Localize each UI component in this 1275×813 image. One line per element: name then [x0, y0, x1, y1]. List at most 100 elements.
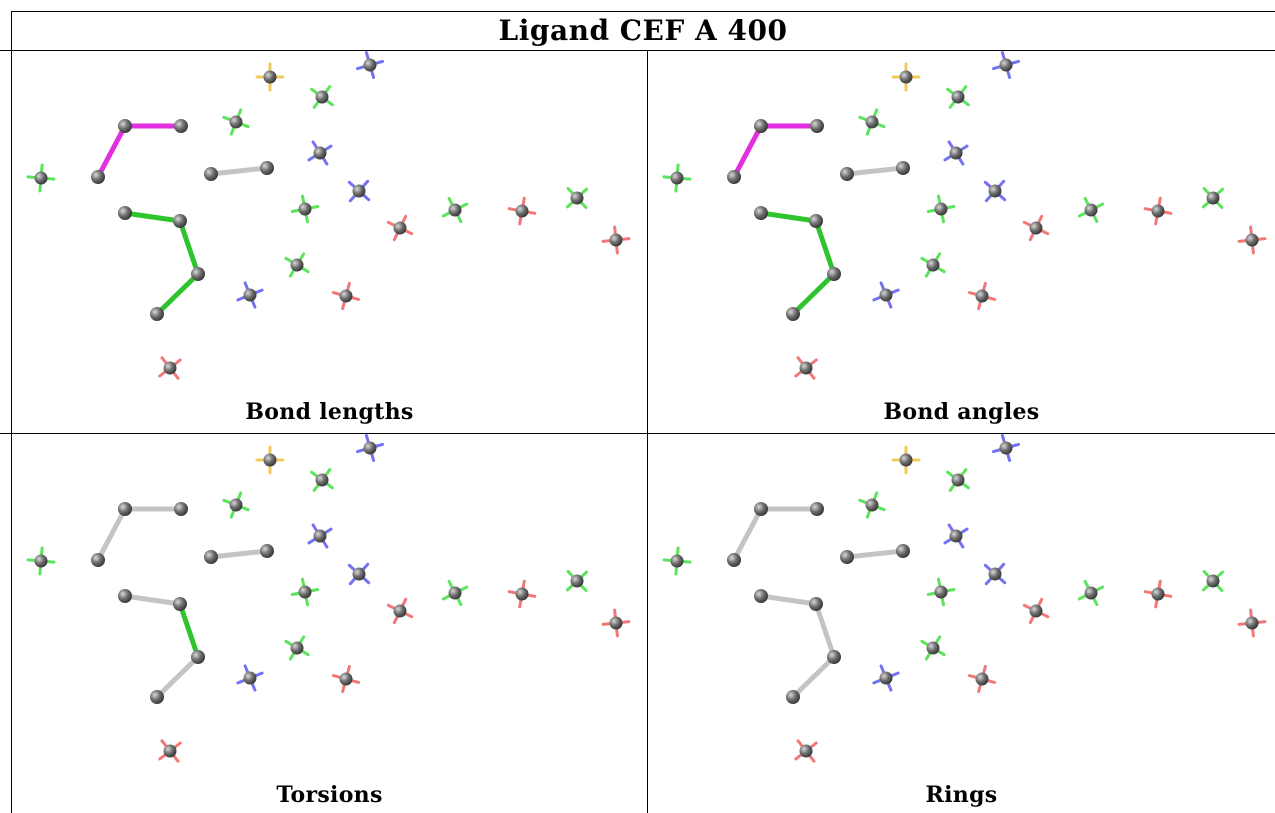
atom-marker: [943, 140, 969, 166]
atom-marker: [310, 468, 334, 492]
atom-marker: [347, 179, 371, 203]
atom-marker: [1143, 196, 1173, 226]
atom-a5: [896, 544, 910, 558]
atom-marker: [946, 468, 970, 492]
atom-a7: [809, 214, 823, 228]
molecule-view: [662, 51, 1267, 380]
atom-marker: [926, 577, 956, 607]
atom-a9: [786, 307, 800, 321]
atom-a7: [173, 597, 187, 611]
atom-marker: [662, 546, 692, 576]
atom-a9: [150, 307, 164, 321]
atom-marker: [222, 108, 250, 136]
atom-a3: [91, 553, 105, 567]
atom-a6: [754, 206, 768, 220]
atom-marker: [1022, 597, 1050, 625]
top-border: [11, 11, 1275, 12]
atom-marker: [356, 51, 384, 79]
atom-a9: [786, 690, 800, 704]
bond-b3: [844, 165, 906, 177]
atom-marker: [255, 62, 285, 92]
atom-marker: [386, 214, 414, 242]
atom-marker: [967, 664, 997, 694]
atom-marker: [284, 635, 310, 661]
bond-b3: [844, 548, 906, 560]
atom-a6: [118, 589, 132, 603]
atom-marker: [307, 140, 333, 166]
atom-marker: [507, 196, 537, 226]
atom-marker: [794, 356, 818, 380]
atom-marker: [601, 608, 631, 638]
atom-a2: [174, 119, 188, 133]
bond-b6: [177, 601, 201, 660]
atom-a8: [827, 650, 841, 664]
atom-marker: [967, 281, 997, 311]
atom-marker: [566, 570, 588, 592]
bond-b2: [731, 123, 764, 180]
atom-marker: [858, 491, 886, 519]
atom-marker: [386, 597, 414, 625]
atom-a1: [754, 119, 768, 133]
bond-b7: [154, 654, 201, 700]
atom-marker: [307, 523, 333, 549]
bond-b5: [122, 210, 183, 224]
atom-marker: [946, 85, 970, 109]
bond-b5: [758, 593, 819, 607]
bond-b5: [122, 593, 183, 607]
panel-bond-lengths: Bond lengths: [12, 51, 647, 433]
page-title: Ligand CEF A 400: [498, 14, 788, 47]
atom-marker: [891, 62, 921, 92]
bond-b3: [208, 165, 270, 177]
atom-a1: [118, 502, 132, 516]
atom-a8: [191, 650, 205, 664]
atom-marker: [858, 108, 886, 136]
atom-marker: [1143, 579, 1173, 609]
atom-marker: [310, 85, 334, 109]
atom-a9: [150, 690, 164, 704]
atom-marker: [872, 281, 900, 309]
atom-marker: [356, 434, 384, 462]
molecule-view: [26, 434, 631, 763]
atom-marker: [290, 577, 320, 607]
atom-marker: [236, 664, 264, 692]
atom-marker: [943, 523, 969, 549]
atom-marker: [158, 739, 182, 763]
bond-b2: [731, 506, 764, 563]
atom-marker: [222, 491, 250, 519]
atom-a1: [118, 119, 132, 133]
atom-a3: [727, 553, 741, 567]
atom-marker: [1237, 608, 1267, 638]
bond-b6: [177, 218, 201, 277]
bond-b5: [758, 210, 819, 224]
atom-a4: [840, 167, 854, 181]
atom-marker: [983, 179, 1007, 203]
atom-a1: [754, 502, 768, 516]
panel-caption: Bond angles: [883, 399, 1040, 425]
atom-marker: [26, 546, 56, 576]
atom-a4: [840, 550, 854, 564]
panel-bond-angles: Bond angles: [648, 51, 1275, 433]
molecule-view: [26, 51, 631, 380]
atom-a2: [810, 119, 824, 133]
bond-b7: [790, 654, 837, 700]
atom-marker: [255, 445, 285, 475]
atom-marker: [1202, 187, 1224, 209]
molecule-view: [662, 434, 1267, 763]
bond-b6: [813, 218, 837, 277]
atom-a8: [827, 267, 841, 281]
atom-marker: [158, 356, 182, 380]
bond-b6: [813, 601, 837, 660]
atom-a5: [896, 161, 910, 175]
atom-marker: [347, 562, 371, 586]
atom-marker: [794, 739, 818, 763]
column-separator: [647, 50, 648, 813]
atom-marker: [507, 579, 537, 609]
atom-a7: [809, 597, 823, 611]
atom-marker: [891, 445, 921, 475]
atom-marker: [331, 664, 361, 694]
atom-marker: [872, 664, 900, 692]
row-separator: [0, 433, 1275, 434]
atom-marker: [926, 194, 956, 224]
atom-marker: [992, 51, 1020, 79]
title-separator: [0, 50, 1275, 51]
